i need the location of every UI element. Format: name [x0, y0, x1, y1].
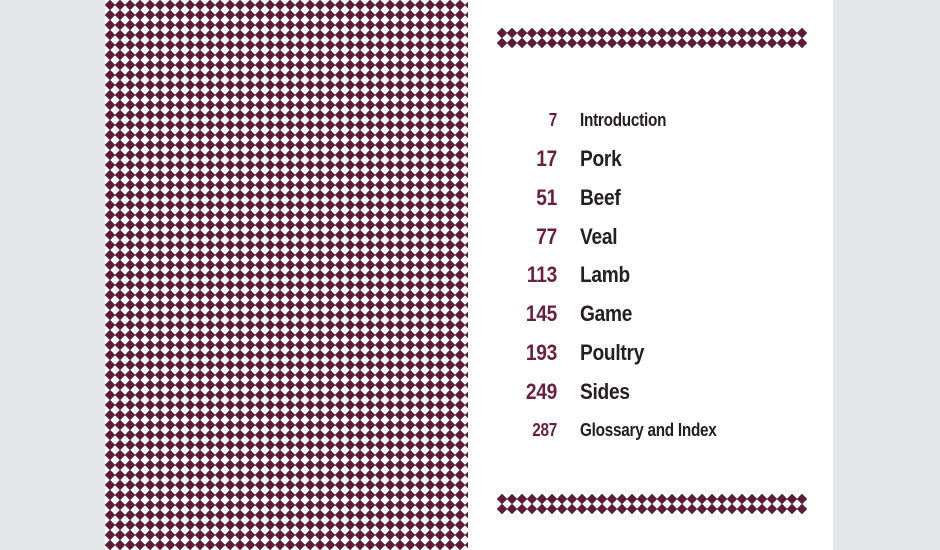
toc-chapter-title: Veal: [580, 223, 618, 249]
toc-page-number: 51: [536, 184, 557, 210]
toc-entry: 7 Introduction: [468, 101, 833, 140]
toc-page-number: 77: [536, 223, 557, 249]
toc-chapter-title: Poultry: [580, 339, 645, 365]
toc-chapter-title: Sides: [580, 378, 630, 404]
toc-entry: 145 Game: [468, 295, 833, 334]
toc-entry: 249 Sides: [468, 372, 833, 411]
toc-chapter-title: Beef: [580, 184, 621, 210]
toc-entry: 77 Veal: [468, 217, 833, 256]
toc-entry: 113 Lamb: [468, 256, 833, 295]
toc-entry: 193 Poultry: [468, 334, 833, 373]
toc-page-number: 249: [525, 378, 557, 404]
toc-page-number: 193: [525, 339, 557, 365]
toc-page-number: 17: [536, 146, 557, 172]
toc-chapter-title: Pork: [580, 146, 622, 172]
toc-chapter-title: Lamb: [580, 262, 630, 288]
toc-chapter-title: Game: [580, 301, 633, 327]
left-page-diamond-pattern: [105, 0, 468, 550]
toc-entry: 51 Beef: [468, 179, 833, 218]
table-of-contents: 7 Introduction 17 Pork 51 Beef 77 Veal 1…: [468, 101, 833, 450]
toc-page-number: 145: [525, 301, 557, 327]
toc-page-number: 113: [526, 262, 557, 288]
diamond-border-bottom: [497, 494, 807, 514]
diamond-border-top: [497, 28, 807, 48]
toc-chapter-title: Introduction: [580, 109, 667, 130]
toc-page-number: 7: [548, 109, 558, 130]
toc-page-number: 287: [532, 419, 557, 440]
toc-entry: 17 Pork: [468, 140, 833, 179]
contents-page: 7 Introduction 17 Pork 51 Beef 77 Veal 1…: [468, 0, 833, 550]
toc-entry: 287 Glossary and Index: [468, 411, 833, 450]
toc-chapter-title: Glossary and Index: [580, 419, 717, 440]
